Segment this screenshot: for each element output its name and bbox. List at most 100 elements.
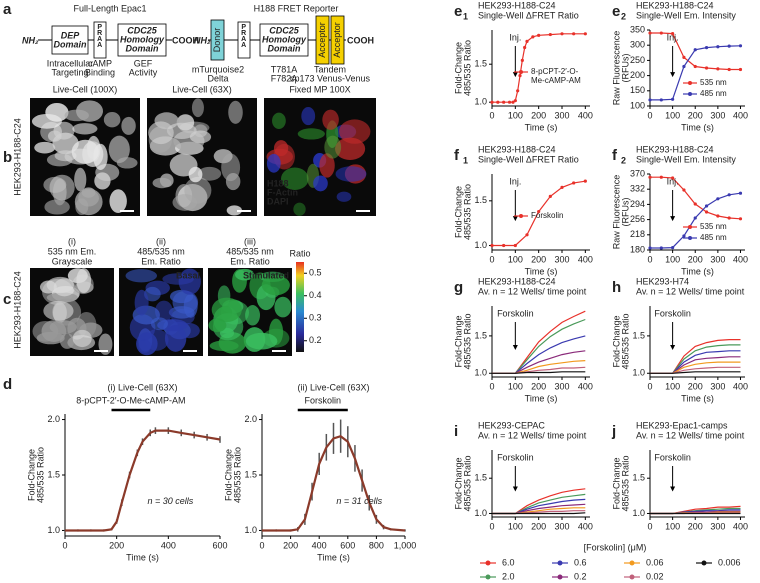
- series-point: [648, 175, 652, 179]
- panel-label: h: [612, 279, 621, 296]
- cell: [47, 130, 62, 142]
- cell: [228, 100, 243, 124]
- image-title: (ii): [156, 236, 166, 246]
- cell: [322, 109, 339, 130]
- cell: [43, 301, 74, 321]
- x-tick-label: 0: [489, 254, 494, 264]
- arrow-head: [512, 486, 518, 492]
- y-tick-label: 256: [630, 214, 645, 224]
- y-axis-label: Fold-Change: [223, 449, 233, 501]
- x-tick-label: 100: [665, 381, 680, 391]
- x-tick-label: 400: [161, 540, 176, 550]
- domain-label: Targeting: [51, 67, 88, 77]
- series-point: [537, 33, 541, 37]
- domain-box: [259, 23, 309, 57]
- colorbar-tick-label: 0.5: [309, 268, 322, 278]
- y-tick-label: 1.0: [47, 525, 60, 535]
- series-point: [704, 204, 709, 208]
- y-tick-label: 1.5: [474, 59, 487, 69]
- acceptor-box: [315, 15, 330, 65]
- x-axis-label: Time (s): [525, 266, 558, 276]
- y-axis-label: Fold-Change: [453, 457, 463, 509]
- image-title: Grayscale: [52, 256, 93, 266]
- chart-title: Av. n = 12 Wells/ time point: [636, 430, 745, 440]
- series-point: [520, 58, 524, 63]
- x-tick-label: 400: [733, 110, 748, 120]
- cell: [235, 268, 255, 281]
- series-point: [716, 214, 720, 218]
- cell: [166, 122, 197, 140]
- legend-label-box: Forskolin: [531, 211, 563, 220]
- legend-swatch: [688, 236, 692, 240]
- x-tick-label: 0: [647, 521, 652, 531]
- y-tick-label: 300: [630, 40, 645, 50]
- series-point: [671, 246, 675, 250]
- legend-swatch: [519, 70, 523, 74]
- panel-label: e: [454, 3, 462, 20]
- series-line: [492, 488, 586, 515]
- x-tick-label: 200: [688, 521, 703, 531]
- y-axis-label: 485/535 Ratio: [35, 447, 45, 503]
- panel-label: b: [3, 149, 12, 166]
- chart-title: (ii) Live-Cell (63X): [297, 382, 369, 392]
- cell: [178, 268, 201, 295]
- series-point: [727, 44, 731, 48]
- acceptor-box: [330, 15, 345, 65]
- cell: [293, 202, 306, 216]
- domain-box: [117, 23, 167, 57]
- x-tick-label: 400: [578, 521, 593, 531]
- stain-label: F-Actin: [267, 187, 298, 197]
- y-tick-label: 250: [630, 55, 645, 65]
- legend-label: 6.0: [502, 557, 515, 567]
- annotation: Inj.: [667, 176, 679, 186]
- x-tick-label: 100: [508, 381, 523, 391]
- diagram-title: H188 FRET Reporter: [254, 3, 339, 13]
- terminus: COOH: [172, 35, 199, 45]
- series-point: [507, 100, 512, 104]
- y-axis-label: 485/535 Ratio: [232, 447, 242, 503]
- chart-title: HEK293-H188-C24: [478, 0, 556, 10]
- series-point: [727, 193, 731, 197]
- cell: [74, 167, 87, 192]
- y-tick-label: 1.5: [474, 473, 487, 483]
- cell: [98, 333, 113, 355]
- arrow-head: [512, 216, 518, 222]
- stain-label: H188: [267, 178, 289, 188]
- x-tick-label: 0: [647, 254, 652, 264]
- x-tick-label: 300: [710, 110, 725, 120]
- y-tick-label: 2.0: [244, 414, 257, 424]
- panel-label: e: [612, 3, 620, 20]
- series-point: [490, 243, 494, 248]
- y-tick-label: 1.5: [474, 330, 487, 340]
- domain-label: cAMP: [88, 58, 112, 68]
- cell: [136, 332, 158, 356]
- cell: [211, 297, 242, 323]
- series-point: [727, 67, 731, 72]
- y-axis-label: Raw Fluorescence: [611, 31, 621, 106]
- x-tick-label: 200: [109, 540, 124, 550]
- legend-swatch: [485, 574, 491, 580]
- cell: [301, 107, 316, 126]
- cell: [319, 153, 335, 178]
- colorbar-tick-label: 0.3: [309, 313, 322, 323]
- series-point: [583, 179, 587, 183]
- series-point: [560, 185, 564, 190]
- x-tick-label: 400: [733, 521, 748, 531]
- panel-label: g: [454, 279, 463, 296]
- annotation: Forskolin: [305, 395, 342, 405]
- arrow-head: [670, 345, 676, 351]
- series-point: [659, 98, 663, 102]
- y-tick-label: 350: [630, 24, 645, 34]
- domain-label: mTurquoise2: [192, 64, 244, 74]
- x-tick-label: 400: [578, 110, 593, 120]
- cell: [209, 340, 239, 352]
- chart-title: HEK293-H74: [636, 276, 689, 286]
- domain-box: [51, 25, 89, 55]
- image-overlay: Stimulated: [243, 270, 289, 280]
- cell: [59, 333, 75, 349]
- series-point: [659, 175, 663, 179]
- cell: [108, 135, 130, 164]
- y-axis-label: 485/535 Ratio: [462, 40, 472, 96]
- image-title: Live-Cell (100X): [53, 84, 118, 94]
- legend-swatch: [519, 214, 523, 218]
